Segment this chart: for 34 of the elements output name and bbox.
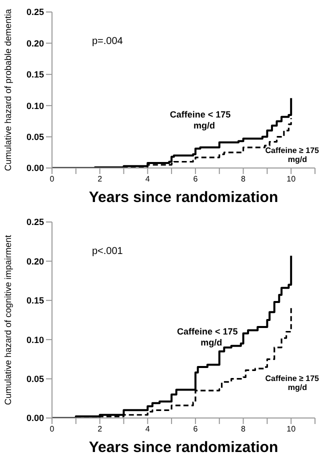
x-axis-title: Years since randomization <box>88 189 278 206</box>
y-tick-label: 0.15 <box>26 70 44 80</box>
y-tick-label: 0.20 <box>26 38 44 48</box>
x-tick-label: 0 <box>50 174 55 184</box>
x-tick-label: 4 <box>145 174 150 184</box>
x-axis-title: Years since randomization <box>88 439 278 456</box>
y-tick-label: 0.25 <box>26 217 44 228</box>
series-label: Caffeine ≥ 175 mg/d <box>265 146 320 164</box>
x-tick-label: 0 <box>50 424 55 434</box>
x-tick-label: 6 <box>193 174 198 184</box>
y-tick-label: 0.05 <box>26 374 44 384</box>
annotation: p<.001 <box>92 246 123 257</box>
series-label: Caffeine < 175 mg/d <box>170 109 231 130</box>
y-tick-label: 0.00 <box>26 413 44 424</box>
y-tick-label: 0.25 <box>26 7 44 18</box>
x-tick-label: 6 <box>193 424 198 434</box>
annotation: p=.004 <box>92 36 123 47</box>
x-tick-label: 10 <box>286 174 296 184</box>
y-tick-label: 0.20 <box>26 256 44 266</box>
y-tick-label: 0.05 <box>26 132 44 142</box>
y-tick-label: 0.10 <box>26 100 44 111</box>
y-axis-title: Cumulative hazard of cognitive impairment <box>3 234 14 406</box>
x-tick-label: 8 <box>241 424 246 434</box>
x-tick-label: 8 <box>241 174 246 184</box>
x-tick-label: 4 <box>145 424 150 434</box>
y-tick-label: 0.10 <box>26 334 44 345</box>
y-axis-title: Cumulative hazard of probable dementia <box>3 8 14 172</box>
y-tick-label: 0.00 <box>26 163 44 174</box>
series-label: Caffeine ≥ 175 mg/d <box>265 374 320 392</box>
x-tick-label: 2 <box>98 424 103 434</box>
series-label: Caffeine < 175 mg/d <box>177 326 238 348</box>
x-tick-label: 2 <box>98 174 103 184</box>
y-tick-label: 0.15 <box>26 296 44 306</box>
x-tick-label: 10 <box>286 424 296 434</box>
